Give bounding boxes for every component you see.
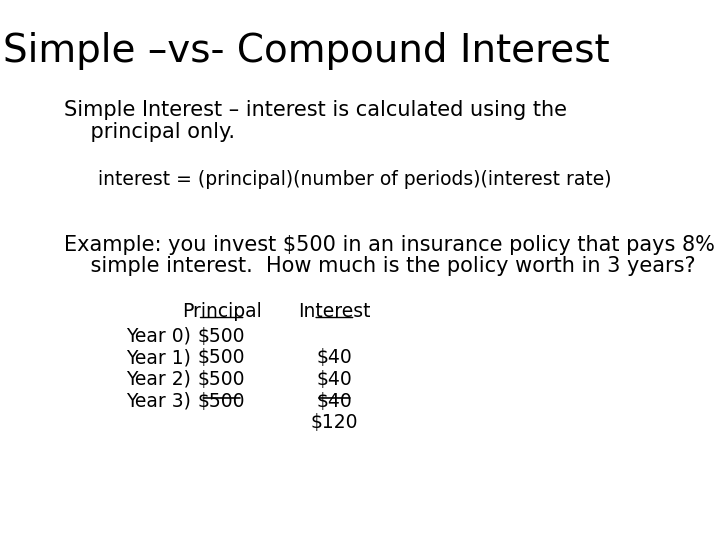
- Text: Simple Interest – interest is calculated using the: Simple Interest – interest is calculated…: [64, 100, 567, 120]
- Text: Year 1): Year 1): [126, 348, 191, 367]
- Text: Year 2): Year 2): [126, 370, 191, 389]
- Text: principal only.: principal only.: [64, 122, 235, 141]
- Text: Example: you invest $500 in an insurance policy that pays 8%: Example: you invest $500 in an insurance…: [64, 235, 715, 255]
- Text: $40: $40: [317, 348, 352, 367]
- Text: $500: $500: [198, 348, 246, 367]
- Text: Year 0): Year 0): [126, 327, 191, 346]
- Text: $120: $120: [310, 413, 358, 432]
- Text: $40: $40: [317, 370, 352, 389]
- Text: Principal: Principal: [181, 302, 261, 321]
- Text: Interest: Interest: [298, 302, 371, 321]
- Text: Year 3): Year 3): [126, 392, 191, 410]
- Text: $500: $500: [198, 370, 246, 389]
- Text: $40: $40: [317, 392, 352, 410]
- Text: simple interest.  How much is the policy worth in 3 years?: simple interest. How much is the policy …: [64, 256, 696, 276]
- Text: interest = (principal)(number of periods)(interest rate): interest = (principal)(number of periods…: [98, 170, 611, 189]
- Text: $500: $500: [198, 392, 246, 410]
- Text: $500: $500: [198, 327, 246, 346]
- Text: Simple –vs- Compound Interest: Simple –vs- Compound Interest: [3, 32, 610, 70]
